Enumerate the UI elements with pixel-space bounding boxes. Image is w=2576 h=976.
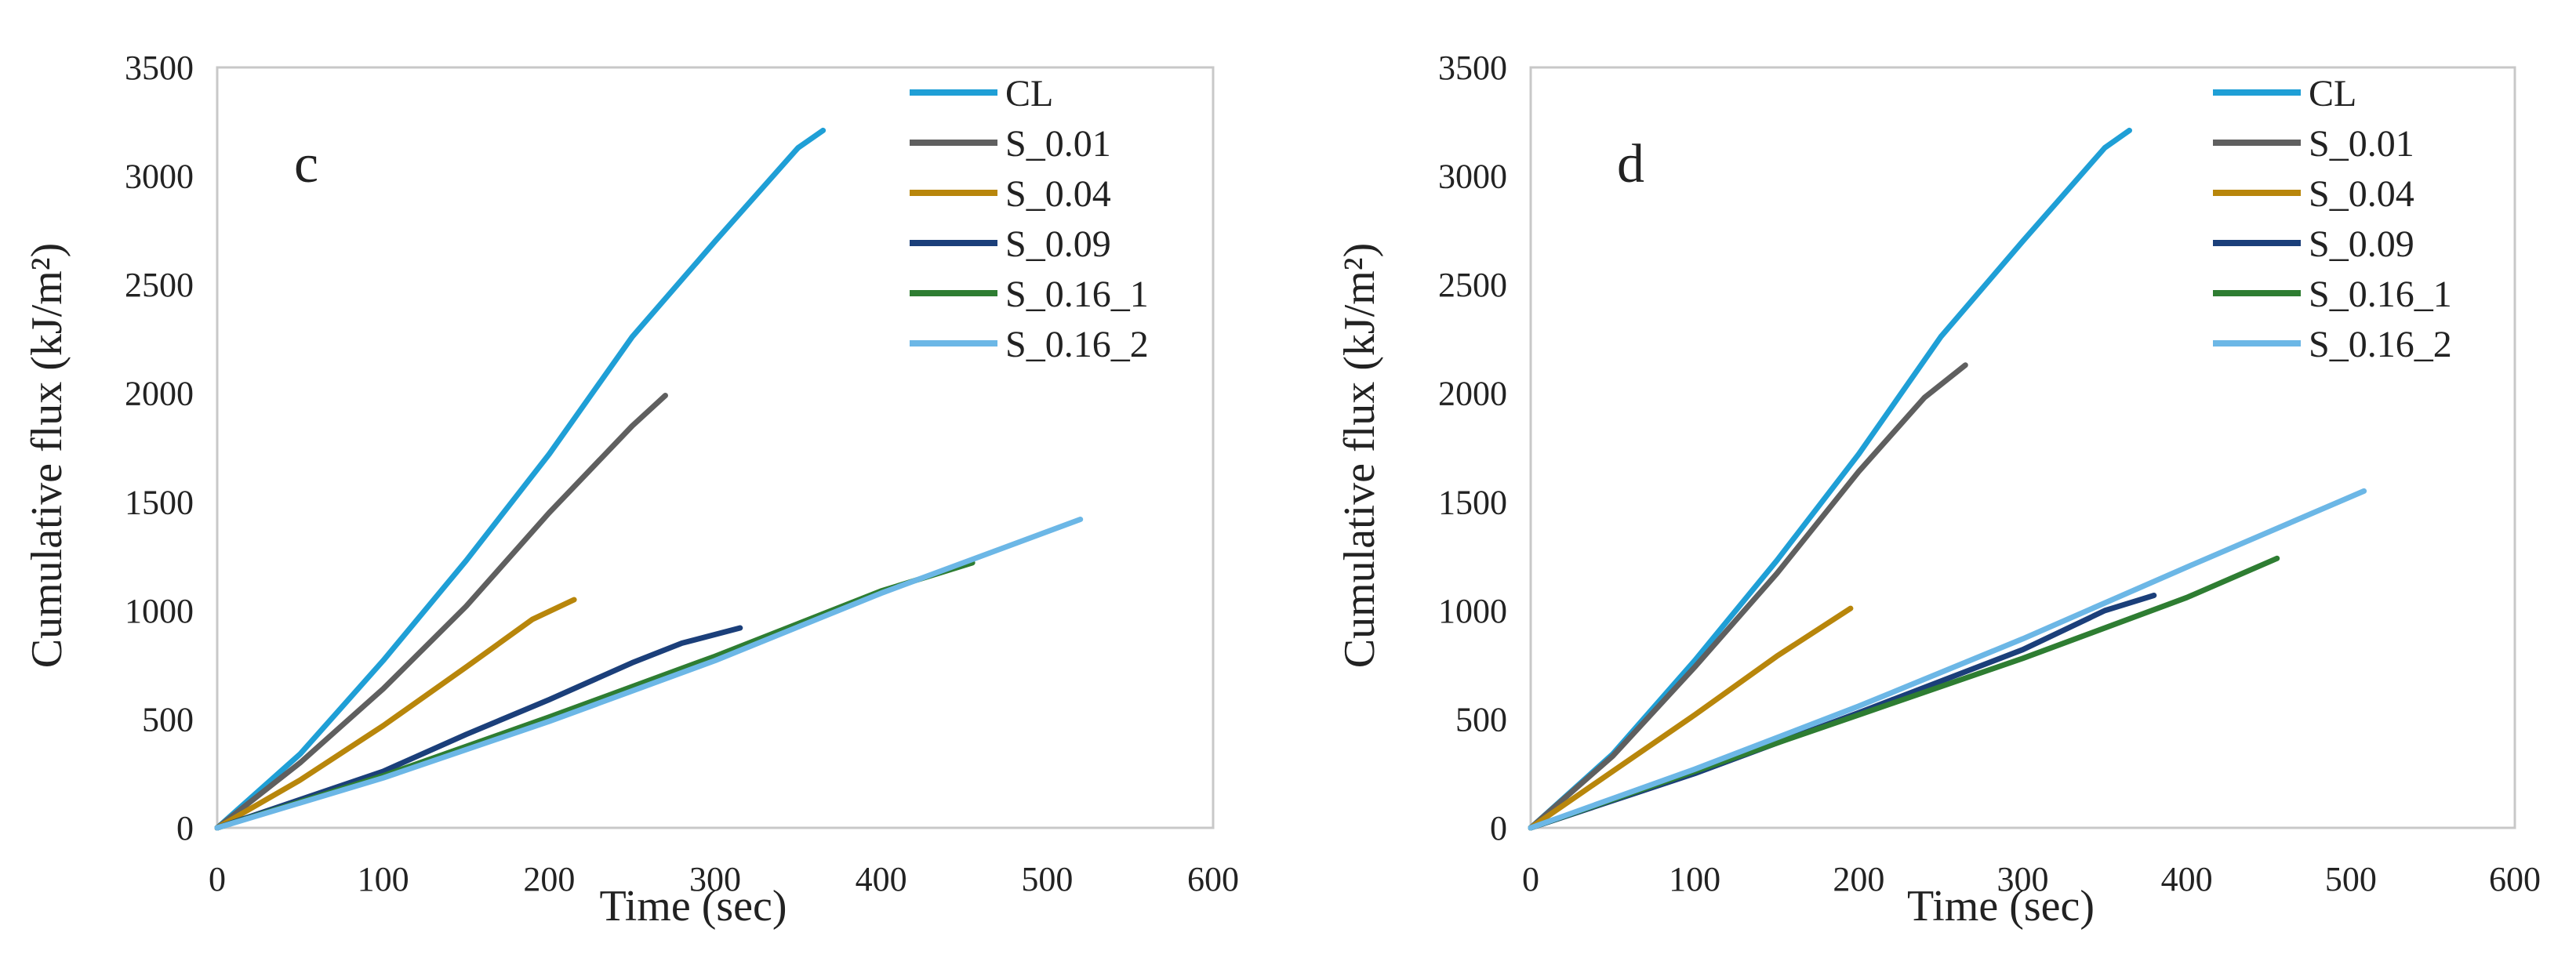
y-tick-label: 3000 xyxy=(125,158,194,196)
x-tick-label: 500 xyxy=(1021,860,1073,898)
series-line-S_0.16_2 xyxy=(1528,488,2367,831)
legend-label: S_0.16_1 xyxy=(1005,274,1149,315)
series-line-S_0.01 xyxy=(1528,362,1968,831)
y-tick-label: 500 xyxy=(142,700,194,738)
legend-label: S_0.01 xyxy=(2309,123,2414,165)
plot-area-frame xyxy=(1529,66,2516,829)
x-tick-label: 300 xyxy=(1997,860,2049,898)
x-tick-label: 500 xyxy=(2325,860,2377,898)
x-tick-label: 200 xyxy=(523,860,575,898)
x-tick-label: 0 xyxy=(1522,860,1539,898)
x-axis-title: Time (sec) xyxy=(1907,882,2095,931)
x-tick-label: 600 xyxy=(1187,860,1239,898)
y-tick-label: 3000 xyxy=(1438,158,1507,196)
x-tick-label: 0 xyxy=(209,860,226,898)
y-tick-label: 3500 xyxy=(125,49,194,87)
chart-panel-d: 0 500 1000 1500 2000 2500 3000 3500 0 100 200 300 40… xyxy=(1335,49,2541,931)
legend-label: S_0.16_2 xyxy=(2309,324,2452,365)
series-line-CL xyxy=(214,127,827,831)
series-line-S_0.01 xyxy=(214,393,668,831)
x-tick-label: 400 xyxy=(2161,860,2213,898)
legend: CL S_0.01 S_0.04 S_0.09 S_0.16_1 S_0.16_2 xyxy=(910,73,1149,365)
legend: CL S_0.01 S_0.04 S_0.09 S_0.16_1 S_0.16_2 xyxy=(2213,73,2452,365)
series-line-S_0.04 xyxy=(1528,605,1854,831)
series-line-S_0.04 xyxy=(214,597,577,831)
y-tick-label: 2000 xyxy=(1438,375,1507,413)
legend-label: S_0.16_1 xyxy=(2309,274,2452,315)
x-tick-label: 200 xyxy=(1833,860,1884,898)
y-tick-label: 500 xyxy=(1455,700,1507,738)
y-tick-label: 1000 xyxy=(1438,592,1507,630)
x-tick-label: 600 xyxy=(2489,860,2541,898)
y-axis-title: Cumulative flux (kJ/m²) xyxy=(23,243,71,669)
y-tick-label: 2500 xyxy=(125,266,194,304)
y-tick-label: 1500 xyxy=(1438,483,1507,521)
legend-label: CL xyxy=(1005,73,1053,114)
panel-letter: d xyxy=(1617,134,1644,194)
series-line-S_0.16_2 xyxy=(214,517,1084,831)
legend-label: S_0.01 xyxy=(1005,123,1111,165)
y-tick-label: 3500 xyxy=(1438,49,1507,87)
y-tick-label: 1000 xyxy=(125,592,194,630)
x-axis-title: Time (sec) xyxy=(599,882,787,931)
y-axis-title: Cumulative flux (kJ/m²) xyxy=(1335,243,1384,669)
y-tick-label: 0 xyxy=(1490,809,1507,847)
x-tick-label: 400 xyxy=(856,860,907,898)
x-tick-label: 300 xyxy=(689,860,741,898)
legend-label: S_0.16_2 xyxy=(1005,324,1149,365)
plot-area-frame xyxy=(216,66,1215,829)
legend-label: S_0.04 xyxy=(2309,173,2414,215)
y-tick-label: 1500 xyxy=(125,483,194,521)
y-tick-label: 0 xyxy=(176,809,194,847)
x-tick-label: 100 xyxy=(1669,860,1720,898)
legend-label: S_0.09 xyxy=(1005,223,1111,265)
y-tick-label: 2000 xyxy=(125,375,194,413)
panel-letter: c xyxy=(294,134,318,194)
legend-label: CL xyxy=(2309,73,2356,114)
x-tick-label: 100 xyxy=(358,860,409,898)
legend-label: S_0.04 xyxy=(1005,173,1111,215)
y-tick-label: 2500 xyxy=(1438,266,1507,304)
legend-label: S_0.09 xyxy=(2309,223,2414,265)
chart-panel-c: 0 500 1000 1500 2000 2500 3000 3500 0 100 200 300 40… xyxy=(23,49,1239,931)
